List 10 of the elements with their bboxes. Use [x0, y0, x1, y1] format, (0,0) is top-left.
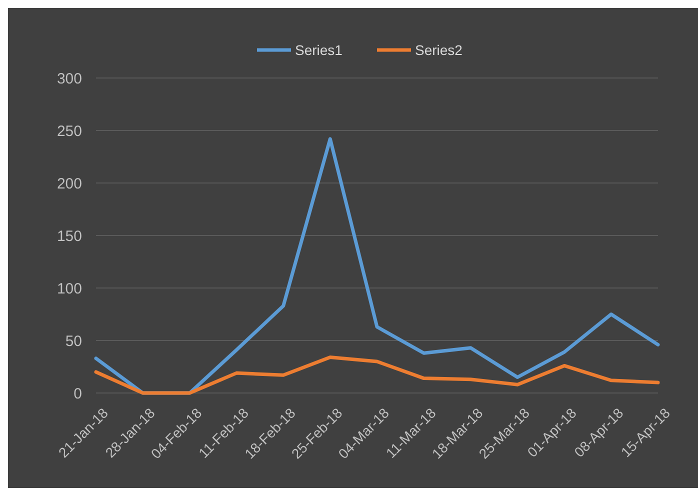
legend-label: Series1 [295, 42, 343, 58]
line-series [94, 356, 660, 395]
y-tick-label: 150 [56, 228, 82, 245]
y-tick-label: 300 [56, 70, 82, 88]
y-tick-label: 0 [74, 385, 82, 402]
y-tick-label: 100 [56, 280, 82, 298]
y-tick-label: 50 [65, 332, 82, 350]
y-tick-label: 200 [56, 175, 82, 192]
legend-label: Series2 [415, 42, 463, 58]
y-tick-label: 250 [56, 122, 82, 140]
